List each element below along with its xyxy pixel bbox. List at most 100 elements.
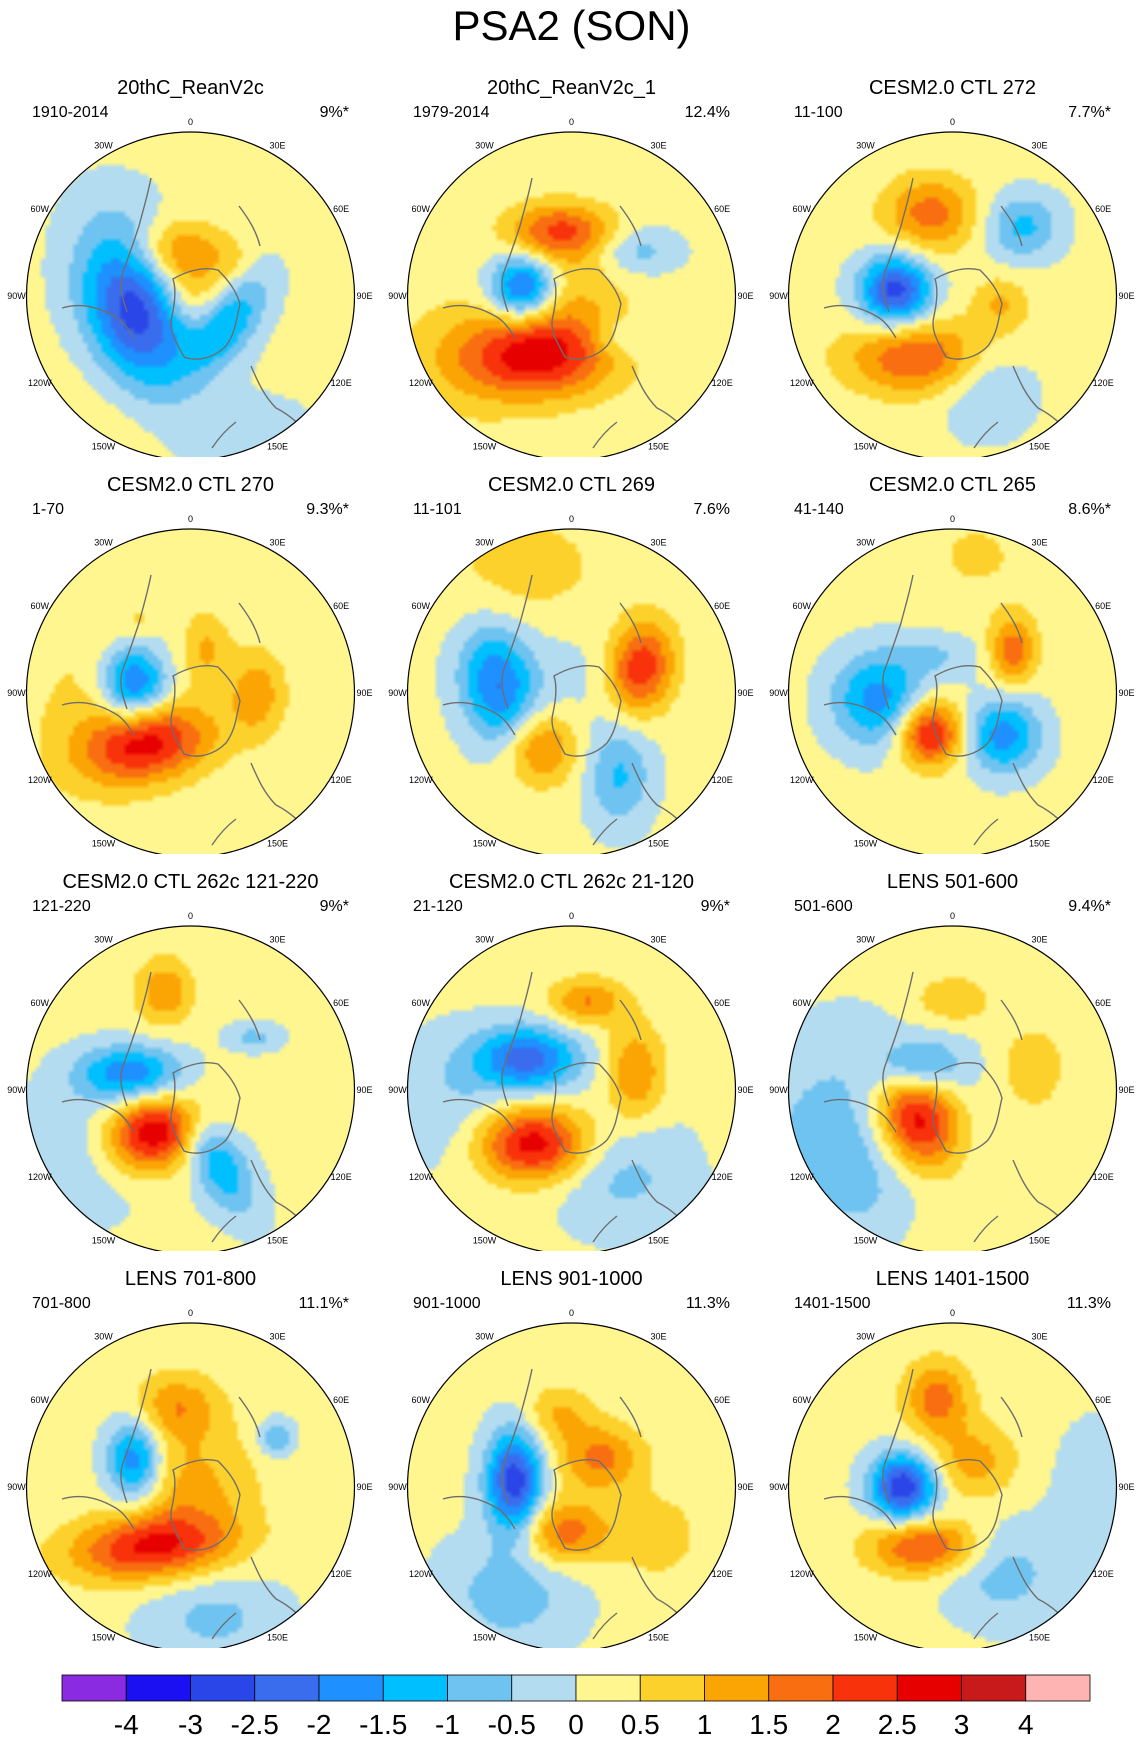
- longitude-label: 150E: [267, 1633, 288, 1643]
- longitude-label: 60E: [333, 1395, 349, 1405]
- coastline: [61, 701, 135, 736]
- longitude-label: 120E: [1093, 378, 1114, 388]
- coastline: [501, 1368, 533, 1504]
- coastlines: [823, 971, 1078, 1243]
- longitude-label: 90E: [1118, 688, 1134, 698]
- colorbar-tick-label: 4: [1018, 1709, 1034, 1738]
- polar-map: 030E60E90E120E150E180150W120W90W60W30W: [388, 1308, 754, 1648]
- longitude-label: 30E: [1031, 140, 1047, 150]
- panel-variance-percent: 9%*: [319, 104, 349, 121]
- longitude-label: 150E: [1029, 839, 1050, 849]
- longitude-label: 90E: [1118, 1482, 1134, 1492]
- longitude-label: 90E: [737, 1482, 753, 1492]
- coastlines: [442, 1368, 697, 1640]
- colorbar-tick-label: 3: [954, 1709, 970, 1738]
- longitude-label: 60W: [793, 601, 812, 611]
- coastline: [973, 818, 999, 846]
- colorbar-tick-label: 2.5: [878, 1709, 917, 1738]
- coastline: [501, 574, 533, 710]
- colorbar-swatch: [832, 1674, 898, 1702]
- longitude-label: 150E: [648, 839, 669, 849]
- map-boundary: [25, 1322, 356, 1648]
- coastline: [973, 1612, 999, 1640]
- colorbar-swatch: [447, 1674, 513, 1702]
- coastline: [501, 971, 533, 1107]
- longitude-label: 120W: [790, 775, 814, 785]
- anomaly-field: [26, 529, 355, 854]
- map-panel: 030E60E90E120E150E180150W120W90W60W30WLE…: [762, 1267, 1143, 1664]
- polar-map: 030E60E90E120E150E180150W120W90W60W30W: [769, 911, 1135, 1251]
- longitude-label: 0: [188, 911, 193, 921]
- panel-period: 1-70: [32, 501, 65, 518]
- anomaly-field: [407, 132, 736, 457]
- map-boundary: [406, 528, 737, 854]
- longitude-label: 120W: [28, 775, 52, 785]
- colorbar-swatch: [575, 1674, 641, 1702]
- coastline: [120, 1368, 152, 1504]
- longitude-label: 90W: [769, 1482, 788, 1492]
- anomaly-field: [407, 926, 736, 1251]
- longitude-label: 120E: [1093, 775, 1114, 785]
- panel-title: LENS 501-600: [886, 871, 1019, 893]
- longitude-label: 60E: [714, 1395, 730, 1405]
- coastline: [170, 1062, 241, 1154]
- longitude-label: 30W: [94, 537, 113, 547]
- coastline: [973, 421, 999, 449]
- panel-period: 1910-2014: [32, 104, 109, 121]
- longitude-label: 30W: [856, 934, 875, 944]
- longitude-label: 60E: [1095, 204, 1111, 214]
- panel-title: CESM2.0 CTL 269: [487, 474, 656, 496]
- longitude-label: 150W: [92, 442, 116, 452]
- panel-period: 1401-1500: [794, 1295, 871, 1312]
- longitude-label: 120E: [331, 378, 352, 388]
- polar-map: 030E60E90E120E150E180150W120W90W60W30W: [388, 117, 754, 457]
- colorbar-swatch: [896, 1674, 962, 1702]
- longitude-label: 0: [569, 514, 574, 524]
- coastline: [932, 1062, 1003, 1154]
- coastline: [211, 421, 237, 449]
- longitude-label: 30E: [269, 1331, 285, 1341]
- longitude-label: 120W: [409, 775, 433, 785]
- panel-variance-percent: 9.4%*: [1068, 898, 1111, 915]
- longitude-label: 30E: [1031, 1331, 1047, 1341]
- panel-variance-percent: 12.4%: [684, 104, 730, 121]
- longitude-label: 150E: [267, 442, 288, 452]
- colorbar-swatch: [190, 1674, 256, 1702]
- polar-map: 030E60E90E120E150E180150W120W90W60W30W: [769, 1308, 1135, 1648]
- longitude-label: 90E: [737, 291, 753, 301]
- panel-period: 21-120: [413, 898, 463, 915]
- map-panel: 030E60E90E120E150E180150W120W90W60W30WCE…: [381, 870, 762, 1267]
- longitude-label: 150E: [267, 1236, 288, 1246]
- longitude-label: 60W: [31, 601, 50, 611]
- longitude-label: 30W: [856, 537, 875, 547]
- longitude-label: 0: [188, 1308, 193, 1318]
- colorbar-tick-label: -1: [435, 1709, 460, 1738]
- longitude-label: 120W: [28, 1172, 52, 1182]
- longitude-label: 150W: [92, 839, 116, 849]
- coastline: [823, 1098, 897, 1133]
- coastline: [823, 1495, 897, 1530]
- coastline: [551, 268, 622, 360]
- longitude-label: 120W: [790, 378, 814, 388]
- map-boundary: [787, 925, 1118, 1251]
- colorbar-swatch: [704, 1674, 770, 1702]
- map-boundary: [406, 1322, 737, 1648]
- colorbar-tick-label: -4: [114, 1709, 139, 1738]
- coastline: [61, 1495, 135, 1530]
- coastline: [1000, 602, 1023, 644]
- longitude-label: 60E: [333, 601, 349, 611]
- coastlines: [61, 177, 316, 449]
- polar-map: 030E60E90E120E150E180150W120W90W60W30W: [7, 117, 373, 457]
- longitude-label: 90E: [1118, 1085, 1134, 1095]
- coastline: [61, 1098, 135, 1133]
- anomaly-field: [407, 1323, 736, 1648]
- colorbar-tick-label: -2: [307, 1709, 332, 1738]
- longitude-label: 150E: [1029, 1633, 1050, 1643]
- longitude-label: 60W: [793, 998, 812, 1008]
- longitude-label: 30E: [1031, 537, 1047, 547]
- panel-period: 11-100: [794, 104, 843, 121]
- coastline: [238, 602, 261, 644]
- panel-period: 121-220: [32, 898, 91, 915]
- longitude-label: 120W: [28, 1569, 52, 1579]
- longitude-label: 150W: [92, 1633, 116, 1643]
